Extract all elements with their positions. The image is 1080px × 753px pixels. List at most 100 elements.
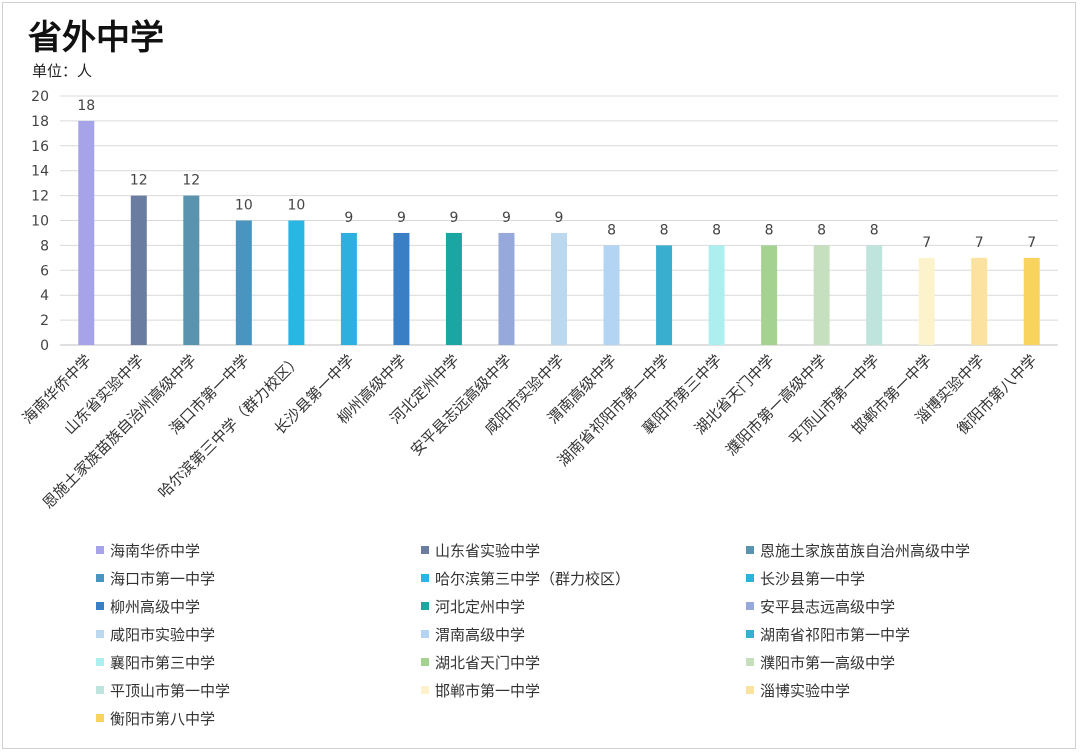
y-tick-label: 2 [40, 313, 49, 329]
legend-label: 海口市第一中学 [110, 569, 216, 588]
legend-item: 湖北省天门中学 [421, 652, 540, 672]
data-label: 10 [287, 198, 305, 214]
legend-label: 衡阳市第八中学 [110, 709, 216, 728]
y-tick-label: 12 [31, 189, 49, 205]
y-tick-label: 14 [31, 164, 49, 180]
legend-item: 襄阳市第三中学 [96, 652, 215, 672]
legend-label: 海南华侨中学 [110, 541, 201, 560]
y-tick-label: 18 [31, 114, 49, 130]
legend-swatch [746, 574, 754, 582]
legend-label: 咸阳市实验中学 [110, 625, 216, 644]
legend-item: 恩施土家族苗族自治州高级中学 [746, 540, 970, 560]
legend-label: 襄阳市第三中学 [110, 653, 216, 672]
legend-item: 渭南高级中学 [421, 624, 525, 644]
y-tick-label: 4 [40, 288, 49, 304]
data-label: 9 [397, 210, 406, 226]
bar [866, 245, 883, 345]
x-tick-label: 濮阳市第一高级中学 [722, 351, 830, 459]
legend-label: 恩施土家族苗族自治州高级中学 [760, 541, 971, 560]
data-label: 7 [922, 235, 931, 251]
bar [1023, 257, 1040, 345]
legend-item: 长沙县第一中学 [746, 568, 865, 588]
legend-item: 衡阳市第八中学 [96, 708, 215, 728]
legend-item: 邯郸市第一中学 [421, 680, 540, 700]
bar [498, 232, 515, 345]
data-label: 7 [1027, 235, 1036, 251]
legend-item: 安平县志远高级中学 [746, 596, 895, 616]
legend-swatch [421, 546, 429, 554]
legend-swatch [421, 630, 429, 638]
data-label: 8 [817, 222, 826, 238]
x-tick-label: 安平县志远高级中学 [407, 351, 515, 459]
y-tick-label: 20 [31, 89, 49, 105]
data-label: 9 [449, 210, 458, 226]
legend-label: 平顶山市第一中学 [110, 681, 231, 700]
data-label: 8 [660, 222, 669, 238]
legend-swatch [746, 686, 754, 694]
data-label: 7 [975, 235, 984, 251]
legend-item: 海南华侨中学 [96, 540, 200, 560]
legend-swatch [96, 630, 104, 638]
legend-swatch [746, 630, 754, 638]
legend-label: 柳州高级中学 [110, 597, 201, 616]
data-label: 9 [502, 210, 511, 226]
data-label: 9 [555, 210, 564, 226]
data-label: 8 [765, 222, 774, 238]
legend-item: 湖南省祁阳市第一中学 [746, 624, 910, 644]
bar [918, 257, 935, 345]
legend-swatch [746, 546, 754, 554]
legend-label: 山东省实验中学 [435, 541, 541, 560]
data-label: 9 [344, 210, 353, 226]
bar [340, 232, 357, 345]
legend-swatch [96, 658, 104, 666]
unit-label: 单位：人 [32, 62, 93, 80]
legend-swatch [96, 574, 104, 582]
legend-swatch [421, 686, 429, 694]
y-tick-label: 0 [40, 338, 49, 354]
legend-item: 海口市第一中学 [96, 568, 215, 588]
bar [603, 245, 620, 345]
legend-label: 邯郸市第一中学 [435, 681, 541, 700]
legend-swatch [96, 546, 104, 554]
y-tick-label: 8 [40, 238, 49, 254]
data-label: 8 [870, 222, 879, 238]
legend-swatch [96, 602, 104, 610]
bar [288, 220, 305, 345]
data-label: 8 [607, 222, 616, 238]
legend-label: 湖北省天门中学 [435, 653, 541, 672]
legend-swatch [746, 658, 754, 666]
bar [78, 120, 95, 346]
legend-label: 濮阳市第一高级中学 [760, 653, 896, 672]
data-label: 12 [182, 173, 200, 189]
bar [656, 245, 673, 345]
data-label: 10 [235, 198, 253, 214]
legend-item: 河北定州中学 [421, 596, 525, 616]
legend-swatch [421, 658, 429, 666]
legend-item: 山东省实验中学 [421, 540, 540, 560]
y-tick-label: 16 [31, 139, 49, 155]
legend-item: 平顶山市第一中学 [96, 680, 230, 700]
legend-label: 长沙县第一中学 [760, 569, 866, 588]
legend-swatch [96, 686, 104, 694]
legend-swatch [746, 602, 754, 610]
legend-label: 安平县志远高级中学 [760, 597, 896, 616]
y-tick-label: 6 [40, 263, 49, 279]
bar [393, 232, 410, 345]
legend-swatch [421, 602, 429, 610]
legend-label: 淄博实验中学 [760, 681, 851, 700]
bar-chart: 0246810121416182018海南华侨中学12山东省实验中学12恩施土家… [19, 89, 1058, 512]
bar [130, 195, 147, 345]
data-label: 12 [130, 173, 148, 189]
legend-swatch [421, 574, 429, 582]
bar [708, 245, 725, 345]
bar [445, 232, 462, 345]
bar [761, 245, 778, 345]
legend-label: 哈尔滨第三中学（群力校区） [435, 569, 631, 588]
legend-swatch [96, 714, 104, 722]
legend-label: 河北定州中学 [435, 597, 526, 616]
legend-item: 柳州高级中学 [96, 596, 200, 616]
x-tick-label: 平顶山市第一中学 [785, 351, 883, 449]
data-label: 18 [77, 98, 95, 114]
bar [235, 220, 252, 345]
